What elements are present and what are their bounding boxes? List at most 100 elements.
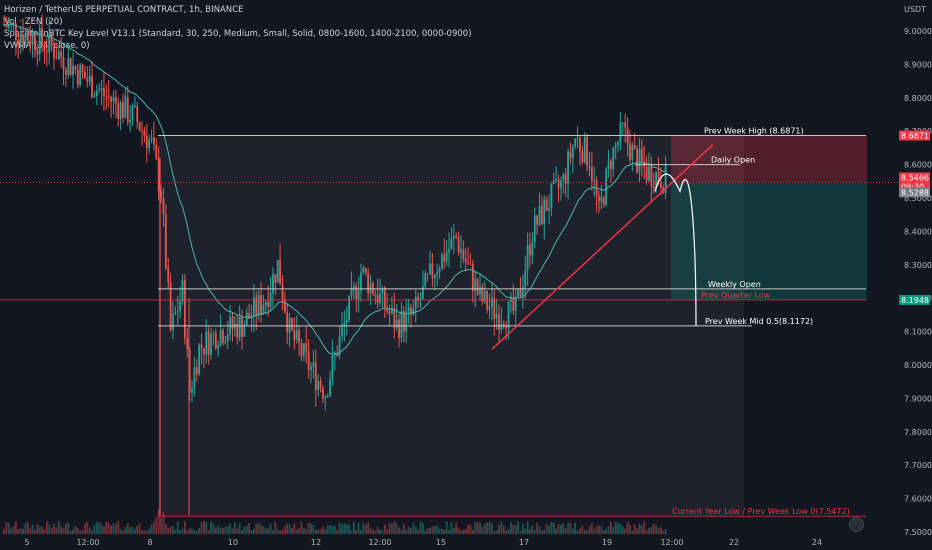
candle-body bbox=[426, 273, 429, 275]
volume-bar bbox=[557, 523, 560, 534]
y-tick-label: 9.0000 bbox=[904, 27, 932, 36]
volume-bar bbox=[338, 523, 341, 534]
volume-bar bbox=[543, 529, 546, 534]
candle-body bbox=[145, 135, 148, 149]
candle-body bbox=[621, 122, 624, 124]
candle-body bbox=[283, 299, 286, 313]
price-label: 8.5288 bbox=[901, 188, 929, 197]
candle-body bbox=[476, 279, 479, 295]
volume-bar bbox=[103, 526, 105, 534]
x-tick-label: 24 bbox=[812, 538, 822, 547]
candle-body bbox=[191, 388, 193, 393]
candle-body bbox=[536, 215, 539, 225]
volume-bar bbox=[136, 525, 139, 534]
volume-bar bbox=[652, 523, 655, 534]
volume-bar bbox=[426, 528, 429, 534]
candle-body bbox=[200, 344, 203, 349]
volume-bar bbox=[64, 524, 67, 534]
volume-bar bbox=[414, 526, 417, 534]
volume-bar bbox=[76, 528, 79, 534]
volume-indicator-label[interactable]: Vol · ZEN (20) bbox=[4, 17, 63, 27]
volume-bar bbox=[274, 522, 277, 534]
volume-bar bbox=[53, 523, 55, 534]
y-tick-label: 7.7000 bbox=[904, 461, 932, 470]
candle-body bbox=[119, 102, 122, 119]
candle-body bbox=[376, 294, 379, 304]
volume-bar bbox=[238, 523, 241, 534]
candle-body bbox=[529, 245, 531, 256]
volume-bar bbox=[619, 523, 622, 534]
candle-body bbox=[545, 199, 548, 211]
volume-bar bbox=[650, 526, 653, 534]
volume-bar bbox=[502, 525, 505, 534]
candle-body bbox=[633, 145, 636, 150]
candle-body bbox=[517, 289, 519, 297]
volume-bar bbox=[386, 529, 389, 534]
volume-bar bbox=[552, 522, 555, 534]
candle-body bbox=[62, 57, 65, 70]
key-level-indicator-label[interactable]: SpacemanBTC Key Level V13.1 (Standard, 3… bbox=[4, 29, 472, 39]
volume-bar bbox=[117, 521, 120, 534]
volume-bar bbox=[662, 530, 665, 534]
volume-bar bbox=[38, 526, 41, 534]
volume-bar bbox=[579, 528, 581, 534]
y-tick-label: 8.6000 bbox=[904, 161, 932, 170]
volume-bar bbox=[269, 523, 272, 534]
candle-body bbox=[317, 381, 320, 391]
volume-bar bbox=[84, 523, 86, 534]
volume-bar bbox=[598, 525, 600, 534]
candle-body bbox=[495, 314, 498, 319]
candle-body bbox=[172, 313, 174, 330]
candle-body bbox=[205, 331, 208, 355]
volume-bar bbox=[105, 521, 108, 534]
candle-body bbox=[36, 50, 39, 55]
volume-bar bbox=[24, 523, 27, 534]
volume-bar bbox=[253, 528, 255, 534]
volume-bar bbox=[631, 530, 634, 534]
volume-bar bbox=[410, 528, 412, 534]
candle-body bbox=[657, 172, 660, 182]
candle-body bbox=[443, 254, 446, 262]
volume-bar bbox=[481, 526, 484, 534]
y-tick-label: 7.8000 bbox=[904, 428, 932, 437]
volume-bar bbox=[114, 523, 117, 534]
volume-bar bbox=[186, 530, 189, 534]
candle-body bbox=[84, 72, 86, 79]
volume-bar bbox=[300, 521, 303, 534]
candle-body bbox=[29, 40, 32, 46]
candle-body bbox=[291, 318, 293, 330]
volume-bar bbox=[564, 528, 567, 534]
volume-bar bbox=[536, 522, 539, 534]
volume-bar bbox=[241, 530, 243, 534]
tradingview-logo-icon[interactable] bbox=[849, 517, 864, 532]
volume-bar bbox=[469, 524, 472, 534]
volume-bar bbox=[141, 529, 143, 534]
candle-body bbox=[469, 263, 472, 265]
candle-body bbox=[307, 350, 310, 370]
volume-bar bbox=[36, 524, 39, 534]
candle-body bbox=[398, 319, 400, 338]
volume-bar bbox=[452, 527, 455, 534]
volume-bar bbox=[395, 523, 398, 534]
candle-body bbox=[57, 51, 60, 60]
candle-body bbox=[38, 28, 41, 55]
price-label: 8.5466 bbox=[901, 173, 929, 182]
volume-bar bbox=[164, 523, 167, 534]
candle-body bbox=[91, 75, 93, 98]
candle-body bbox=[262, 305, 265, 314]
volume-bar bbox=[322, 526, 324, 534]
level-label: Weekly Open bbox=[708, 280, 761, 289]
volume-bar bbox=[198, 527, 201, 534]
candle-body bbox=[433, 274, 436, 278]
volume-bar bbox=[3, 528, 5, 534]
volume-bar bbox=[581, 525, 584, 534]
volume-bar bbox=[424, 530, 427, 534]
candle-body bbox=[424, 273, 427, 287]
candle-body bbox=[43, 44, 46, 52]
volume-bar bbox=[55, 527, 58, 534]
volume-bar bbox=[443, 529, 446, 534]
candle-body bbox=[379, 293, 381, 304]
candle-body bbox=[652, 186, 655, 189]
candle-body bbox=[524, 270, 527, 288]
